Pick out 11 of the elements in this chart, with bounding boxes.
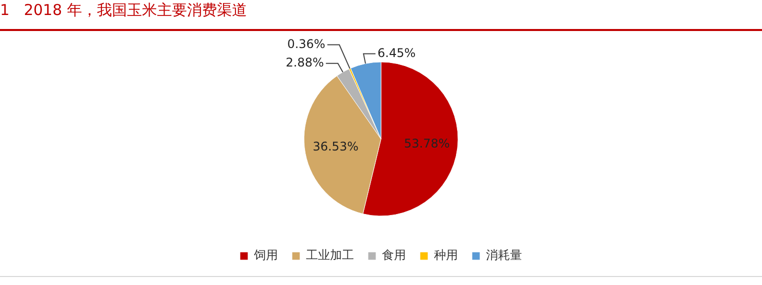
legend-label: 饲用 <box>253 248 278 262</box>
legend-label: 消耗量 <box>486 248 522 262</box>
legend-label: 种用 <box>434 248 458 262</box>
data-label: 2.88% <box>286 56 324 70</box>
data-label: 0.36% <box>287 36 326 51</box>
data-label: 36.53% <box>312 140 358 154</box>
legend-label: 食用 <box>382 248 406 262</box>
data-label: 6.45% <box>377 46 416 60</box>
data-label: 53.78% <box>404 136 450 151</box>
chart-title: 1 2018 年，我国玉米主要消费渠道 <box>0 1 247 20</box>
legend-label: 工业加工 <box>306 248 354 262</box>
